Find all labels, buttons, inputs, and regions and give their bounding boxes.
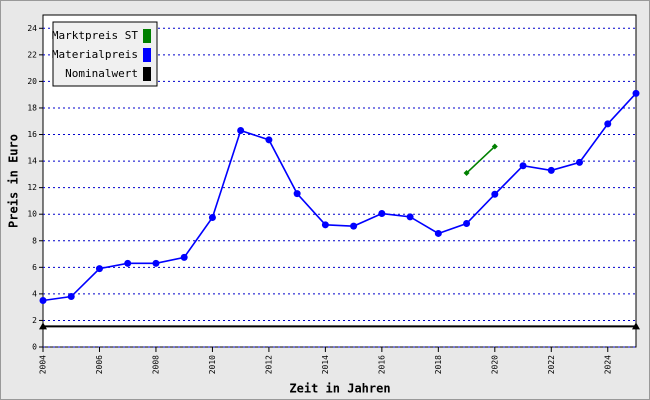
point: [463, 170, 470, 177]
legend-swatch: [143, 29, 151, 43]
y-tick-label: 18: [27, 103, 37, 112]
y-tick-label: 0: [32, 343, 37, 352]
point: [632, 89, 640, 97]
x-tick-label: 2008: [151, 355, 160, 374]
y-tick-label: 6: [32, 263, 37, 272]
x-tick-label: 2014: [321, 355, 330, 374]
point: [321, 221, 329, 229]
x-tick-label: 2018: [434, 355, 443, 374]
legend-swatch: [143, 48, 151, 62]
point: [39, 297, 47, 305]
point: [152, 259, 160, 267]
legend-label: Marktpreis ST: [52, 29, 138, 42]
x-tick-label: 2016: [377, 355, 386, 374]
y-tick-label: 22: [27, 50, 37, 59]
x-axis-label: Zeit in Jahren: [289, 382, 390, 396]
y-tick-label: 24: [27, 24, 37, 33]
legend-label: Materialpreis: [52, 48, 138, 61]
point: [237, 127, 245, 135]
y-tick-label: 10: [27, 210, 37, 219]
point: [180, 253, 188, 261]
legend-label: Nominalwert: [65, 67, 138, 80]
x-tick-label: 2010: [208, 355, 217, 374]
point: [491, 143, 498, 150]
x-tick-label: 2004: [39, 355, 48, 374]
y-axis-label: Preis in Euro: [7, 134, 21, 228]
point: [406, 213, 414, 221]
series-line: [466, 145, 496, 174]
point: [39, 322, 47, 330]
point: [293, 190, 301, 198]
y-tick-label: 2: [32, 316, 37, 325]
point: [208, 214, 216, 222]
x-tick-label: 2024: [603, 355, 612, 374]
y-tick-label: 12: [27, 183, 37, 192]
point: [95, 265, 103, 273]
point: [124, 259, 132, 267]
point: [491, 190, 499, 198]
y-tick-label: 16: [27, 130, 37, 139]
legend-swatch: [143, 67, 151, 81]
x-tick-label: 2012: [264, 355, 273, 374]
point: [67, 293, 75, 301]
y-tick-label: 14: [27, 157, 37, 166]
point: [519, 162, 527, 170]
point: [434, 229, 442, 237]
point: [463, 219, 471, 227]
point: [576, 158, 584, 166]
legend: Marktpreis ST Materialpreis Nominalwert: [52, 21, 158, 87]
point: [604, 120, 612, 128]
legend-box: [52, 21, 158, 87]
y-tick-label: 20: [27, 77, 37, 86]
point: [547, 166, 555, 174]
point: [378, 210, 386, 218]
y-tick-label: 8: [32, 236, 37, 245]
point: [265, 136, 273, 144]
series-line: [42, 92, 637, 302]
y-tick-label: 4: [32, 289, 37, 298]
point: [350, 222, 358, 230]
x-tick-label: 2020: [490, 355, 499, 374]
point: [632, 322, 640, 330]
x-tick-label: 2022: [547, 355, 556, 374]
x-tick-label: 2006: [95, 355, 104, 374]
marks: [39, 89, 640, 330]
